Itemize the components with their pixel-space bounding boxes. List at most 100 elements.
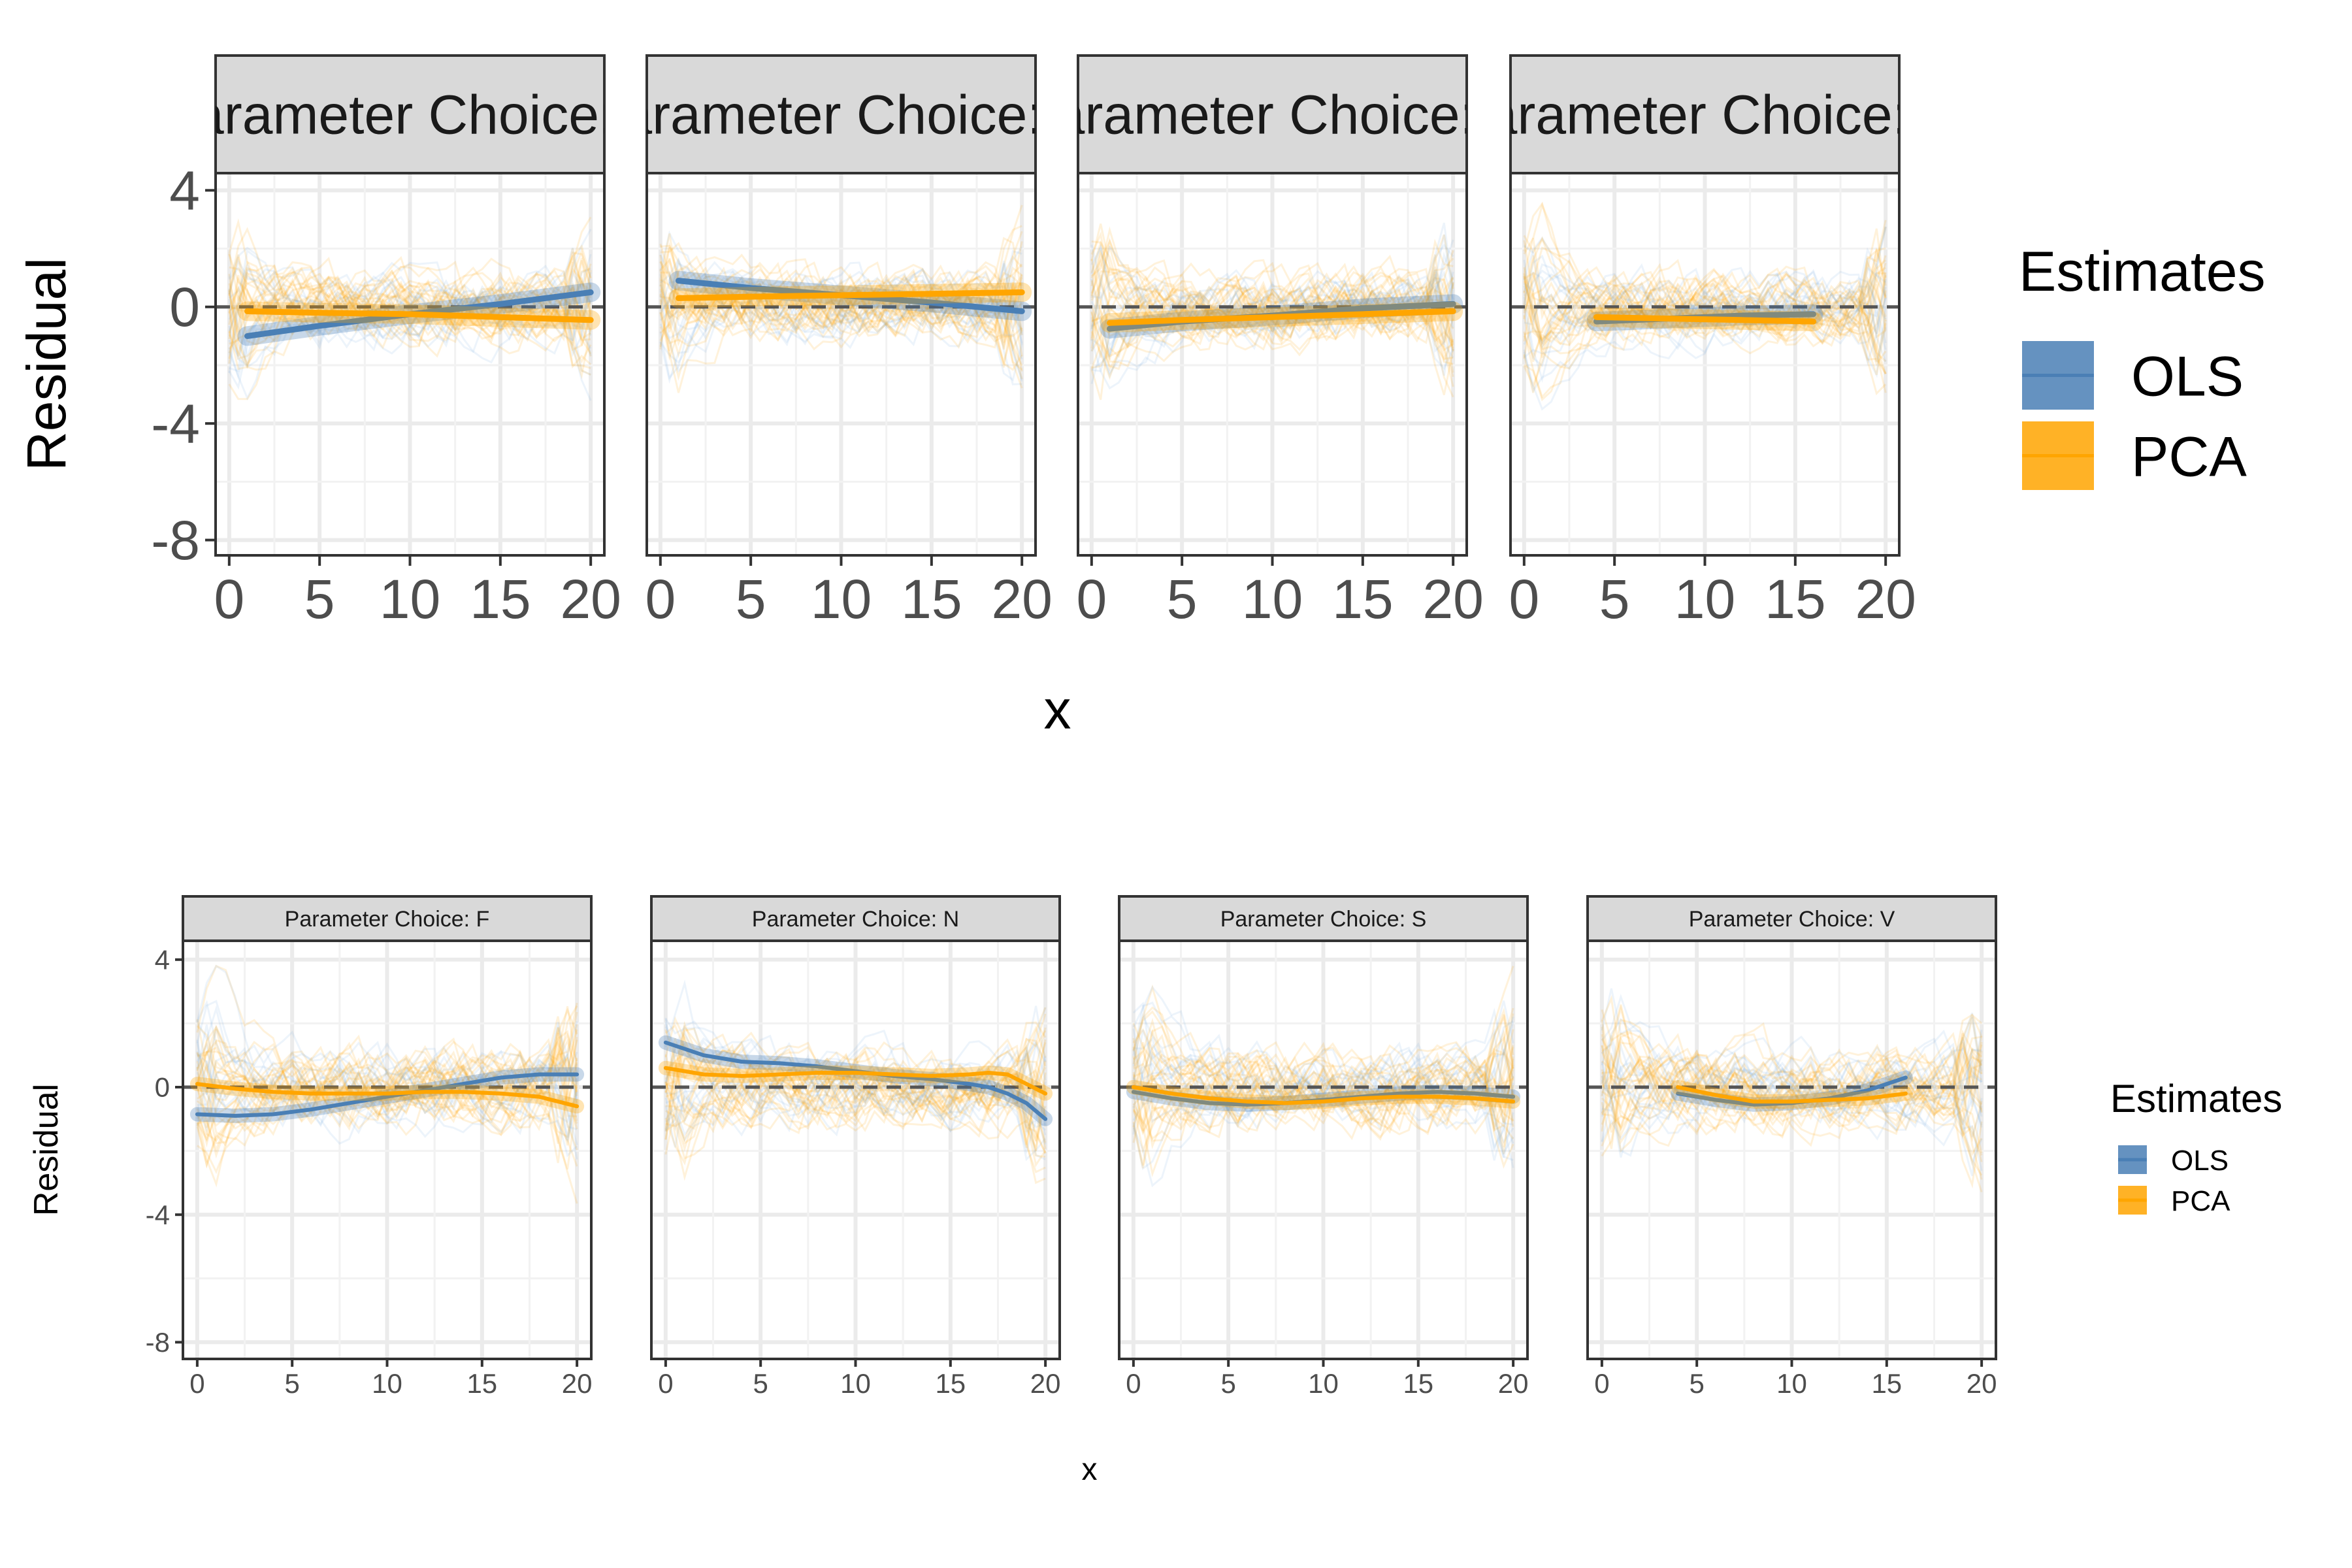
noise-trace [1601, 1013, 1983, 1124]
noise-trace [1601, 1037, 1983, 1171]
noise-trace [228, 261, 592, 357]
noise-trace [1132, 1049, 1514, 1129]
facet-panel: Parameter Choice: S 0 5 10 15 20 [1118, 895, 1529, 1399]
noise-trace [659, 255, 1023, 352]
facet-strip-label: Parameter Choice: V [1689, 907, 1895, 932]
noise-trace [1601, 1061, 1983, 1162]
chart-2: Parameter Choice: F0 5 10 15 2040-4-8Paramet… [27, 895, 2282, 1487]
x-tick-label: 15 [466, 1368, 497, 1399]
noise-trace [664, 1041, 1047, 1111]
series-line-pca [244, 308, 594, 323]
noise-trace [1090, 275, 1454, 390]
noise-trace [664, 1037, 1047, 1168]
noise-trace [1091, 269, 1454, 376]
noise-trace [1091, 270, 1454, 348]
noise-trace [1601, 1041, 1982, 1126]
noise-trace [1523, 277, 1886, 393]
noise-trace [659, 264, 1023, 367]
noise-trace [1132, 1017, 1514, 1140]
x-tick-label: 20 [1498, 1368, 1529, 1399]
x-tick-label: 15 [470, 568, 531, 630]
x-tick-label: 20 [991, 568, 1052, 630]
x-axis-title: x [1082, 1452, 1098, 1487]
legend-title: Estimates [2110, 1077, 2282, 1120]
noise-trace [1132, 1028, 1514, 1119]
noise-trace [664, 1060, 1046, 1184]
noise-trace [1601, 1035, 1983, 1166]
noise-trace [228, 267, 592, 355]
noise-trace [1524, 228, 1887, 344]
x-tick-label: 5 [304, 568, 335, 630]
noise-trace [228, 229, 592, 338]
noise-trace [664, 1025, 1047, 1122]
noise-trace [196, 964, 578, 1107]
noise-trace [664, 1030, 1047, 1117]
facet-panel: Parameter Choice: N0 5 10 15 20 [645, 54, 1053, 630]
noise-trace [1523, 267, 1887, 362]
noise-trace [1601, 1032, 1982, 1149]
facet-strip [1586, 895, 1997, 942]
panel-content [1588, 941, 1996, 1359]
noise-trace [196, 1041, 578, 1160]
noise-trace [1523, 274, 1887, 396]
noise-trace [664, 1020, 1047, 1119]
x-tick-label: 20 [1422, 568, 1483, 630]
noise-trace [1523, 274, 1887, 374]
noise-trace [196, 1024, 578, 1148]
noise-trace [1090, 226, 1454, 340]
noise-trace [665, 1047, 1047, 1141]
facet-strip [1118, 895, 1529, 942]
noise-trace [196, 1005, 578, 1120]
noise-trace [1523, 272, 1887, 363]
noise-trace [1132, 1013, 1514, 1143]
noise-trace [1524, 259, 1887, 346]
legend-label-ols: OLS [2131, 345, 2244, 408]
x-tick-label: 15 [1765, 568, 1825, 630]
x-tick-label: 0 [1594, 1368, 1609, 1399]
noise-trace [1601, 1046, 1983, 1135]
noise-trace [1601, 1013, 1983, 1105]
noise-trace [1132, 1046, 1514, 1148]
x-tick-label: 5 [736, 568, 766, 630]
noise-trace [1132, 1043, 1514, 1128]
noise-trace [664, 1050, 1046, 1173]
noise-trace [1601, 988, 1983, 1135]
noise-trace [1523, 227, 1887, 331]
facet-panel: Parameter Choice: N0 5 10 15 20 [650, 895, 1061, 1399]
noise-trace [1523, 246, 1887, 362]
x-tick-label: 10 [1242, 568, 1303, 630]
x-tick-label: 20 [1030, 1368, 1061, 1399]
noise-trace [228, 257, 592, 353]
noise-trace [1132, 1007, 1514, 1178]
noise-trace [228, 252, 592, 336]
noise-trace [197, 1024, 578, 1125]
noise-trace [196, 1002, 578, 1132]
x-tick-label: 5 [1167, 568, 1198, 630]
noise-trace [196, 1050, 578, 1159]
y-tick-label: -8 [146, 1327, 170, 1358]
panel-content [651, 941, 1060, 1359]
noise-trace [1601, 1062, 1983, 1134]
series-line-pca [1131, 1085, 1516, 1105]
noise-trace [1132, 1069, 1514, 1134]
x-tick-label: 10 [811, 568, 872, 630]
facet-panel: Parameter Choice: F 0 5 10 15 20 4 0 -4 -8 [146, 895, 593, 1399]
noise-trace [1133, 1014, 1514, 1135]
noise-trace [1132, 1022, 1514, 1125]
legend-title: Estimates [2019, 240, 2266, 303]
noise-trace [1601, 994, 1983, 1128]
x-tick-label: 5 [1599, 568, 1630, 630]
noise-trace [1523, 201, 1887, 331]
facet-strip-label: Parameter Choice: F [285, 907, 490, 932]
x-tick-label: 5 [1221, 1368, 1236, 1399]
x-tick-label: 0 [1509, 568, 1539, 630]
noise-trace [1601, 1009, 1983, 1156]
noise-trace [659, 301, 1023, 371]
x-tick-label: 10 [1308, 1368, 1339, 1399]
noise-trace [1523, 220, 1887, 323]
x-tick-label: 10 [1776, 1368, 1807, 1399]
noise-trace [1132, 1028, 1514, 1132]
x-tick-label: 10 [840, 1368, 871, 1399]
noise-trace [1601, 1071, 1983, 1156]
